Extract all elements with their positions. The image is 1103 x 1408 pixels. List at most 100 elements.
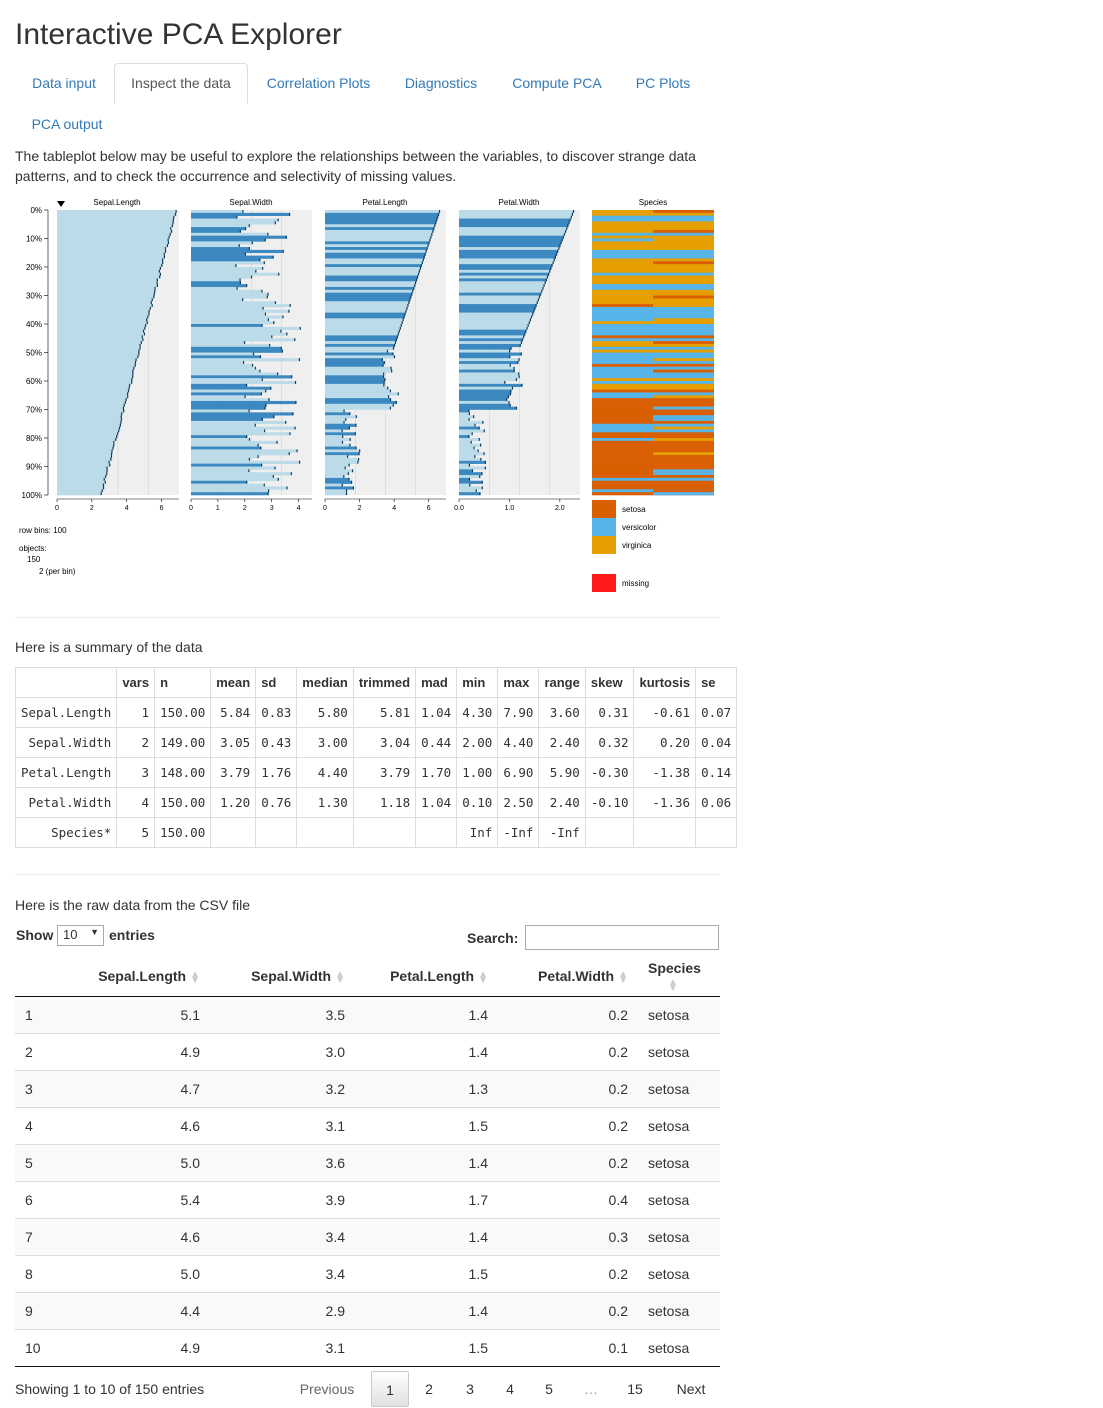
bar-end — [423, 255, 425, 259]
value-bar — [57, 489, 103, 493]
tab-correlation-plots[interactable]: Correlation Plots — [266, 75, 371, 91]
tab-diagnostics[interactable]: Diagnostics — [404, 75, 478, 91]
bar-end — [235, 264, 237, 267]
tab-pc-plots[interactable]: PC Plots — [635, 75, 691, 91]
bar-end — [244, 395, 246, 399]
bar-end — [400, 324, 402, 327]
bar-end — [251, 363, 254, 367]
bar-end — [124, 400, 126, 404]
bar-end — [148, 312, 150, 316]
species-bar — [592, 343, 714, 348]
value-bar — [191, 244, 240, 248]
bar-end — [544, 281, 546, 285]
bar-end — [389, 406, 392, 410]
column-header[interactable]: Species▲ ▼ — [638, 957, 720, 997]
value-bar — [191, 378, 263, 382]
bar-end — [151, 298, 153, 302]
value-bar — [191, 452, 290, 456]
species-bar — [592, 315, 714, 319]
value-bar — [325, 235, 432, 239]
value-bar — [191, 292, 269, 296]
value-bar — [57, 469, 108, 473]
page-button[interactable]: 4 — [506, 1381, 514, 1397]
value-bar — [325, 292, 413, 296]
table-cell: 4.9 — [70, 1328, 210, 1367]
entries-length-select[interactable]: 10 ▼ — [57, 925, 104, 946]
bar-end — [161, 264, 163, 267]
bar-end — [143, 332, 146, 336]
bar-end — [527, 324, 529, 327]
species-bar — [592, 321, 714, 325]
bar-end — [558, 247, 560, 250]
next-button[interactable]: Next — [676, 1381, 706, 1397]
summary-cell: 0.04 — [695, 727, 738, 758]
page-button[interactable]: 2 — [425, 1381, 433, 1397]
tab-inspect-the-data[interactable]: Inspect the data — [114, 63, 248, 104]
bar-end — [401, 321, 403, 324]
bar-end — [167, 241, 170, 245]
column-header-label: Species — [648, 960, 701, 977]
value-bar — [191, 415, 275, 419]
table-cell: setosa — [638, 1106, 720, 1144]
bar-end — [551, 264, 553, 267]
previous-button[interactable]: Previous — [299, 1381, 355, 1397]
value-bar — [325, 409, 345, 413]
value-bar — [325, 210, 440, 214]
value-bar — [459, 420, 484, 425]
entries-length-value: 10 — [63, 927, 78, 942]
page-button-current[interactable]: 1 — [371, 1371, 409, 1407]
bar-end — [236, 215, 238, 219]
tab-pca-output[interactable]: PCA output — [31, 116, 103, 132]
value-bar — [57, 452, 113, 456]
value-bar — [57, 463, 111, 467]
page-button[interactable]: 3 — [466, 1381, 474, 1397]
value-bar — [459, 278, 547, 282]
bar-end — [507, 395, 509, 399]
tableplot: 0% 10% 20% 30% 40% 50% 60% 70% 80% 90% 100% Sepal.L… — [19, 198, 714, 592]
y-tick-label: 80% — [26, 434, 42, 443]
summary-header-cell: se — [695, 667, 738, 698]
species-bar — [653, 455, 714, 459]
value-bar — [459, 210, 574, 214]
value-bar — [57, 455, 112, 459]
value-bar — [325, 463, 350, 467]
row-index-cell: 4 — [15, 1106, 70, 1144]
value-bar — [325, 304, 409, 308]
summary-cell: 4.30 — [456, 697, 499, 728]
bar-end — [482, 420, 484, 424]
value-bar — [459, 361, 519, 365]
bar-end — [383, 381, 385, 384]
value-bar — [459, 232, 565, 236]
page-button[interactable]: 15 — [627, 1381, 643, 1397]
bar-end — [475, 489, 477, 493]
value-bar — [57, 349, 140, 353]
value-bar — [325, 375, 384, 379]
bar-end — [468, 463, 471, 467]
value-bar — [57, 352, 140, 356]
summary-header-cell: sd — [255, 667, 298, 698]
bar-end — [261, 289, 263, 293]
table-row: 1 5.1 3.5 1.4 0.2 setosa — [15, 995, 720, 1033]
tab-data-input[interactable]: Data input — [32, 75, 96, 91]
column-header[interactable]: Petal.Width ▲ ▼ — [498, 957, 638, 997]
x-tick-label: 2 — [358, 505, 362, 512]
bar-end — [432, 229, 434, 233]
summary-cell: -1.38 — [633, 757, 697, 788]
value-bar — [191, 269, 257, 273]
summary-cell: 148.00 — [154, 757, 212, 788]
value-bar — [325, 383, 385, 387]
summary-table: vars n mean sd median trimmed mad min max range sk… — [14, 667, 738, 848]
bar-end — [345, 492, 348, 495]
column-header[interactable]: Sepal.Width ▲ ▼ — [210, 957, 355, 997]
species-bar — [592, 457, 714, 462]
tab-compute-pca[interactable]: Compute PCA — [512, 75, 602, 91]
entries-label: entries — [109, 927, 155, 943]
search-input[interactable] — [525, 925, 719, 950]
page-button[interactable]: 5 — [545, 1381, 553, 1397]
column-header[interactable]: Sepal.Length ▲ ▼ — [70, 957, 210, 997]
bar-end — [428, 241, 430, 245]
value-bar — [325, 264, 422, 268]
bar-end — [392, 352, 394, 356]
bar-end — [399, 326, 401, 330]
column-header[interactable]: Petal.Length ▲ ▼ — [355, 957, 498, 997]
